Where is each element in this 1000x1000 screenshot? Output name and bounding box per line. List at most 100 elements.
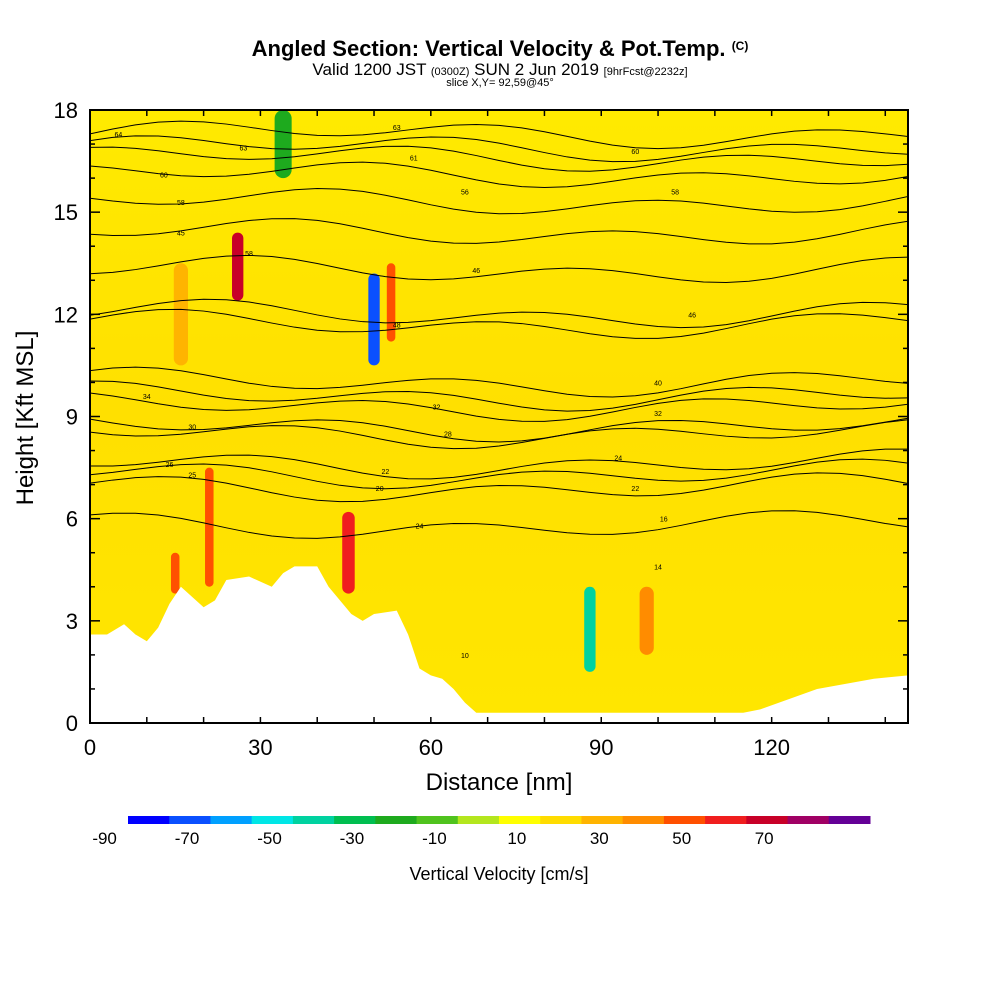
- contour-label: 22: [631, 486, 639, 493]
- contour-label: 40: [654, 380, 662, 387]
- contour-label: 14: [654, 564, 662, 571]
- chart-title-text: Angled Section: Vertical Velocity & Pot.…: [251, 36, 726, 61]
- y-tick-label: 18: [54, 98, 78, 123]
- colorbar-swatch: [705, 816, 747, 824]
- y-tick-label: 15: [54, 200, 78, 225]
- colorbar-swatch: [622, 816, 665, 824]
- theta-contour: [90, 419, 908, 450]
- contour-label: 24: [416, 523, 424, 530]
- slice-info: slice X,Y= 92,59@45°: [446, 77, 554, 89]
- potential-temperature-contours: [90, 120, 908, 539]
- colorbar-swatch: [746, 816, 789, 824]
- colorbar-swatch: [169, 816, 211, 824]
- theta-contour: [90, 161, 908, 189]
- theta-contour: [90, 510, 908, 539]
- colorbar-label: -90: [92, 829, 117, 848]
- velocity-cell: [173, 263, 188, 366]
- colorbar-swatch: [499, 816, 541, 824]
- theta-contour: [90, 298, 908, 329]
- colorbar-swatch: [581, 816, 624, 824]
- contour-label: 32: [433, 404, 441, 411]
- forecast-info: [9hrFcst@2232z]: [603, 66, 688, 78]
- y-tick-label: 3: [66, 609, 78, 634]
- chart-title: Angled Section: Vertical Velocity & Pot.…: [0, 36, 1000, 62]
- contour-label: 63: [393, 125, 401, 132]
- contour-label: 46: [688, 312, 696, 319]
- theta-contour: [90, 188, 908, 215]
- velocity-cell: [205, 467, 214, 587]
- theta-contour: [90, 218, 908, 245]
- y-tick-label: 12: [54, 302, 78, 327]
- contour-label: 32: [654, 411, 662, 418]
- contour-label: 60: [631, 149, 639, 156]
- contour-label: 60: [160, 173, 168, 180]
- theta-contour: [90, 448, 908, 480]
- colorbar-label: -50: [257, 829, 282, 848]
- theta-contour: [90, 135, 908, 163]
- contour-label: 48: [393, 323, 401, 330]
- theta-contour: [90, 472, 908, 503]
- velocity-cell: [342, 511, 355, 594]
- x-axis: 0 30 60 90 120: [84, 110, 887, 760]
- valid-utc: (0300Z): [430, 66, 470, 78]
- colorbar: -90 -70 -50 -30 -10 10 30 50 70: [92, 816, 871, 848]
- x-tick-label: 0: [84, 735, 96, 760]
- y-axis-title: Height [Kft MSL]: [12, 331, 39, 506]
- colorbar-swatch: [210, 816, 253, 824]
- contour-label: 64: [115, 132, 123, 139]
- theta-contour: [90, 120, 908, 150]
- contour-label: 58: [177, 200, 185, 207]
- colorbar-swatch: [128, 816, 170, 824]
- contour-label: 63: [239, 145, 247, 152]
- colorbar-label: -30: [340, 829, 365, 848]
- colorbar-swatch: [787, 816, 830, 824]
- colorbar-swatch: [663, 816, 706, 824]
- colorbar-swatch: [375, 816, 418, 824]
- contour-label: 10: [461, 653, 469, 660]
- contour-label: 46: [472, 268, 480, 275]
- velocity-field: [170, 110, 654, 672]
- theta-contour: [90, 366, 908, 398]
- colorbar-swatch: [457, 816, 500, 824]
- colorbar-label: 30: [590, 829, 609, 848]
- contour-label: 58: [671, 190, 679, 197]
- y-axis: 0 3 6 9 12 15 18: [54, 98, 908, 736]
- y-tick-label: 0: [66, 711, 78, 736]
- colorbar-title: Vertical Velocity [cm/s]: [409, 864, 588, 884]
- colorbar-swatch: [540, 816, 582, 824]
- contour-label: 20: [376, 486, 384, 493]
- contour-label: 26: [166, 462, 174, 469]
- chart-title-mark: (C): [731, 39, 749, 53]
- plot-area: 64 63 63 61 60 58 56 60 58 45 58 46 46 48 34 32 40 32 30 28…: [90, 110, 908, 723]
- theta-contour: [90, 254, 908, 283]
- y-tick-label: 9: [66, 405, 78, 430]
- contour-label: 56: [461, 190, 469, 197]
- colorbar-swatch: [251, 816, 294, 824]
- theta-contour: [90, 145, 908, 172]
- theta-contour: [90, 392, 908, 422]
- colorbar-swatch: [334, 816, 376, 824]
- colorbar-swatch: [828, 816, 871, 824]
- colorbar-swatch: [292, 816, 335, 824]
- contour-labels: 64 63 63 61 60 58 56 60 58 45 58 46 46 48 34 32 40 32 30 28…: [115, 125, 697, 660]
- theta-contour: [90, 308, 908, 339]
- contour-label: 58: [245, 251, 253, 258]
- theta-contour: [90, 417, 908, 443]
- colorbar-label: 50: [672, 829, 691, 848]
- x-tick-label: 30: [248, 735, 272, 760]
- contour-label: 24: [614, 455, 622, 462]
- contour-label: 34: [143, 394, 151, 401]
- theta-contour: [90, 458, 908, 490]
- colorbar-label: -70: [175, 829, 200, 848]
- x-tick-label: 90: [589, 735, 613, 760]
- valid-time: Valid 1200 JST: [312, 60, 427, 79]
- chart-subtitle: Valid 1200 JST (0300Z) SUN 2 Jun 2019 [9…: [0, 60, 1000, 80]
- velocity-cell: [170, 552, 180, 594]
- colorbar-label: 10: [507, 829, 526, 848]
- contour-label: 16: [660, 517, 668, 524]
- x-tick-label: 120: [753, 735, 790, 760]
- velocity-cell: [232, 232, 244, 301]
- colorbar-swatch: [416, 816, 459, 824]
- valid-date: SUN 2 Jun 2019: [474, 60, 599, 79]
